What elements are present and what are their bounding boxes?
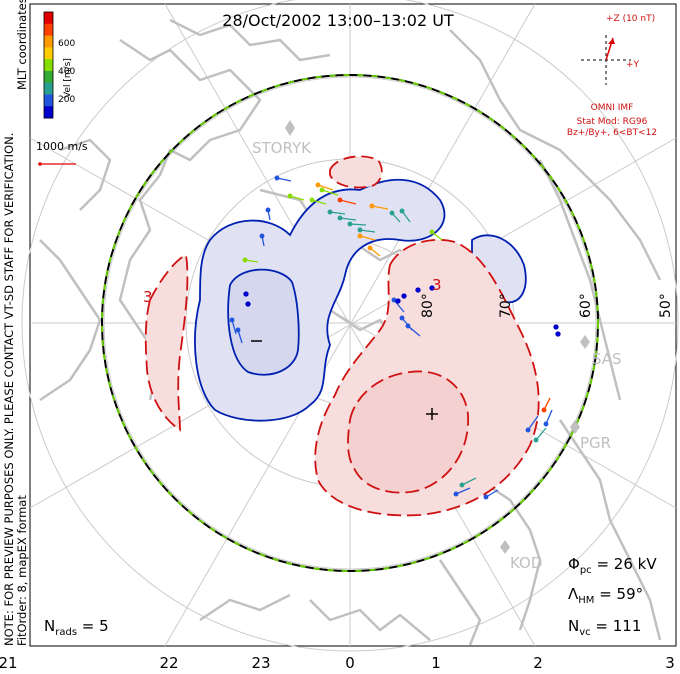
station-label-pgr: PGR — [580, 434, 611, 452]
colorbar-tick-400: 400 — [58, 67, 75, 77]
station-markers — [285, 120, 590, 554]
station-marker-kod — [500, 540, 510, 554]
colorbar-tick-200: 200 — [58, 95, 75, 105]
mlt-tick-23: 23 — [251, 654, 270, 672]
mlt-tick-0: 0 — [345, 654, 355, 672]
colorbar-segment — [44, 35, 53, 48]
station-label-kod: KOD — [510, 554, 542, 572]
lat-label-70: 70° — [498, 293, 514, 318]
lat-label-60: 60° — [578, 293, 594, 318]
side-note-fitorder: FitOrder: 8, mapEX format — [15, 495, 29, 646]
station-label-sas: SAS — [592, 350, 622, 368]
station-marker-pgr — [570, 420, 580, 434]
station-label-storyk: STORYK — [252, 139, 312, 157]
reference-vector-dot — [38, 162, 42, 166]
mlt-tick-22: 22 — [159, 654, 178, 672]
contour-label-east: 3 — [432, 276, 442, 294]
mlt-tick-3: 3 — [665, 654, 675, 672]
colorbar-label: Vel [m/s] — [63, 58, 73, 98]
colorbar-segment — [44, 59, 53, 72]
stat-nrads: Nrads = 5 — [44, 617, 109, 638]
side-note-preview: NOTE: FOR PREVIEW PURPOSES ONLY. PLEASE … — [2, 133, 16, 646]
colorbar-segment — [44, 12, 53, 25]
lat-label-80: 80° — [420, 293, 436, 318]
positive-cell-north — [329, 155, 383, 189]
positive-cell-inner — [347, 370, 469, 494]
colorbar-segment — [44, 47, 53, 60]
velocity-vectors — [229, 175, 561, 500]
stat-potential: Φpc = 26 kV — [568, 555, 657, 576]
colorbar-segment — [44, 94, 53, 107]
map-title: 28/Oct/2002 13:00–13:02 UT — [222, 11, 454, 30]
lat-label-50: 50° — [658, 293, 674, 318]
imf-clock-dial — [581, 35, 631, 85]
imf-vector-head — [608, 38, 615, 44]
stat-nvc: Nvc = 111 — [568, 617, 641, 638]
hm-boundary-dash — [101, 74, 599, 572]
imf-conditions: Bz+/By+, 6<BT<12 — [567, 128, 657, 138]
imf-bz-label: +Z (10 nT) — [606, 14, 655, 24]
mlt-tick-1: 1 — [431, 654, 441, 672]
contour-label-west: 3 — [143, 288, 153, 306]
colorbar-segment — [44, 70, 53, 84]
station-marker-sas — [580, 335, 590, 349]
imf-model: Stat Mod: RG96 — [577, 117, 648, 127]
cell-centre-markers — [251, 340, 438, 420]
imf-source: OMNI IMF — [591, 103, 634, 113]
mlt-tick-2: 2 — [533, 654, 543, 672]
station-marker-storyk — [285, 120, 295, 136]
colorbar-segment — [44, 82, 53, 95]
stat-hm-latitude: ΛHM = 59° — [568, 585, 643, 606]
positive-cell-west — [144, 253, 189, 432]
colorbar-tick-600: 600 — [58, 39, 75, 49]
velocity-colorbar — [44, 12, 53, 119]
coastlines — [39, 18, 662, 646]
mlt-tick-21: 21 — [0, 654, 18, 672]
colorbar-frame — [43, 11, 54, 119]
colorbar-segment — [44, 106, 53, 119]
reference-vector-label: 1000 m/s — [36, 140, 88, 153]
imf-by-label: +Y — [626, 60, 640, 70]
plot-frame — [29, 3, 677, 647]
mlt-axis: 21 22 23 0 1 2 3 — [0, 654, 675, 672]
colorbar-segment — [44, 23, 53, 37]
negative-cell-inner — [227, 268, 300, 376]
coordinate-system-label: MLT coordinates — [15, 0, 29, 90]
